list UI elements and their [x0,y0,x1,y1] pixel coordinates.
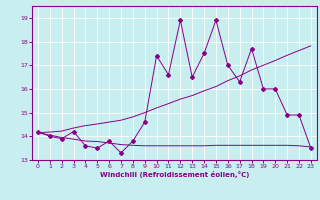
X-axis label: Windchill (Refroidissement éolien,°C): Windchill (Refroidissement éolien,°C) [100,171,249,178]
